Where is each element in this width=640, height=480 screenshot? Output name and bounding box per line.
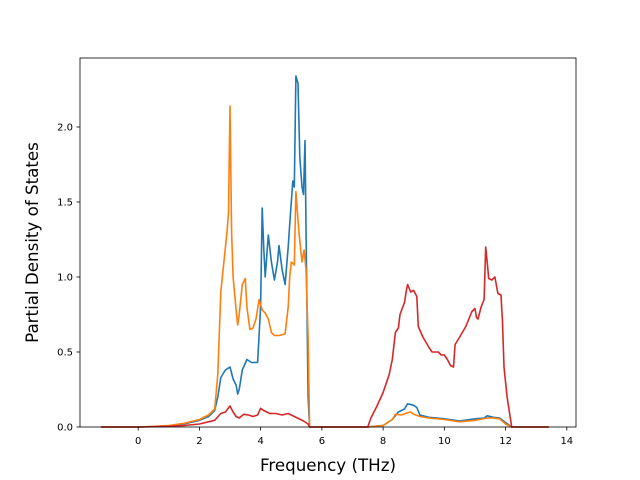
x-tick-label: 6	[319, 436, 325, 447]
y-tick-label: 0.0	[57, 423, 73, 434]
x-axis-label: Frequency (THz)	[260, 455, 396, 475]
x-tick-label: 14	[560, 436, 573, 447]
y-tick-label: 2.0	[57, 123, 73, 134]
x-tick-label: 0	[135, 436, 141, 447]
y-tick-label: 1.5	[57, 198, 73, 209]
y-axis: 0.0 0.5 1.0 1.5 2.0	[57, 123, 80, 434]
x-tick-label: 8	[380, 436, 386, 447]
x-tick-label: 10	[438, 436, 451, 447]
plot-frame	[79, 57, 577, 428]
series-line-3	[100, 246, 550, 428]
x-tick-label: 12	[499, 436, 512, 447]
x-tick-label: 4	[257, 436, 263, 447]
series-line-1	[100, 75, 550, 428]
y-tick-label: 1.0	[57, 273, 73, 284]
x-tick-label: 2	[196, 436, 202, 447]
y-axis-label: Partial Density of States	[22, 142, 42, 343]
series-layer	[100, 75, 550, 428]
series-line-2	[100, 105, 550, 428]
y-tick-label: 0.5	[57, 348, 73, 359]
x-axis: 0 2 4 6 8 10 12 14	[135, 427, 573, 447]
